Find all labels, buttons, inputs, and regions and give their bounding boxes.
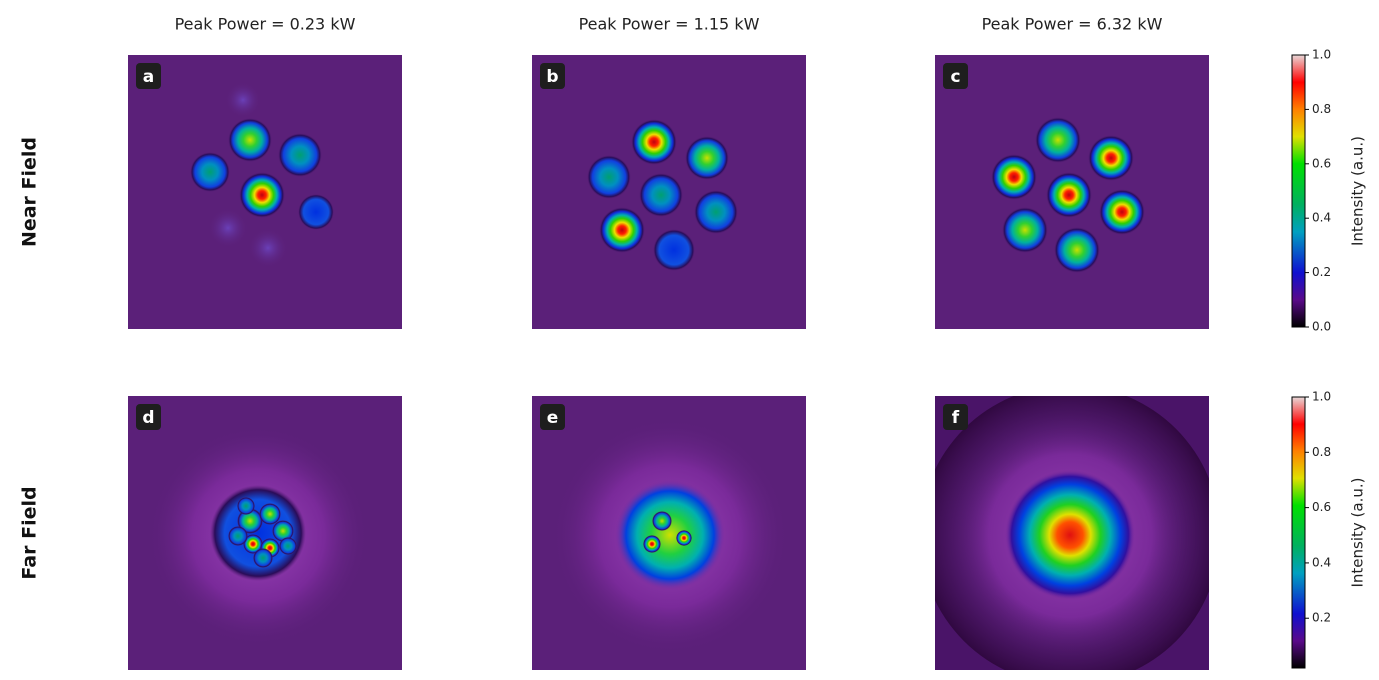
column-title: Peak Power = 1.15 kW [579, 15, 760, 34]
colorbar-tick-label: 0.6 [1312, 500, 1331, 514]
colorbar [1291, 396, 1306, 669]
beam-spot [1002, 207, 1048, 253]
row-label: Near Field [19, 137, 41, 247]
beam-spot [652, 511, 672, 531]
colorbar-label: Intensity (a.u.) [1349, 136, 1367, 246]
colorbar-tick-label: 0.2 [1312, 265, 1331, 279]
panel-letter: f [952, 408, 960, 428]
beam-spot [1054, 227, 1100, 273]
image-panel: e [532, 396, 806, 670]
image-panel: a [128, 55, 402, 329]
image-panel: b [532, 55, 806, 329]
beam-spot [259, 503, 281, 525]
image-panel: c [935, 55, 1209, 329]
beam-spot [208, 208, 248, 248]
image [128, 396, 402, 670]
beam-spot [272, 520, 294, 542]
beam-spot [298, 194, 334, 230]
panel-letter-box [943, 404, 968, 430]
image [935, 396, 1209, 670]
beam-spot [631, 119, 677, 165]
beam-spot [278, 133, 322, 177]
beam-spot [639, 173, 683, 217]
beam-spot [653, 229, 695, 271]
panel-letter: a [143, 67, 154, 87]
beam-spot [228, 118, 272, 162]
image-panel: d [128, 396, 402, 670]
beam-spot [1035, 117, 1081, 163]
panel-letter: b [546, 67, 558, 87]
colorbar-tick-label: 0.8 [1312, 102, 1331, 116]
colorbar-tick-label: 0.0 [1312, 320, 1331, 334]
panel-letter: d [142, 408, 154, 428]
beam-spot [243, 534, 263, 554]
panel-letter: e [547, 408, 559, 428]
colorbar-tick-label: 1.0 [1312, 390, 1331, 404]
colorbar-tick-label: 0.4 [1312, 211, 1331, 225]
column-title: Peak Power = 6.32 kW [982, 15, 1163, 34]
beam-spot [248, 228, 288, 268]
beam-spot [237, 497, 255, 515]
beam-spot [676, 530, 692, 546]
image [128, 55, 402, 329]
colorbar-tick-label: 0.6 [1312, 156, 1331, 170]
colorbar-label: Intensity (a.u.) [1349, 478, 1367, 588]
beam-spot [239, 172, 285, 218]
beam-spot [210, 485, 306, 581]
row-label: Far Field [19, 486, 41, 579]
panel-letter-box [943, 63, 968, 89]
panel-letter-box [136, 404, 161, 430]
beam-spot [228, 526, 248, 546]
beam-spot [694, 190, 738, 234]
beam-spot [279, 537, 297, 555]
beam-spot [1046, 172, 1092, 218]
panel-letter-box [136, 63, 161, 89]
column-title: Peak Power = 0.23 kW [175, 15, 356, 34]
beam-spot [1088, 135, 1134, 181]
panel-letter-box [540, 404, 565, 430]
beam-spot [225, 82, 261, 118]
colorbar-tick-label: 0.8 [1312, 445, 1331, 459]
panel-letter-box [540, 63, 565, 89]
image [532, 55, 806, 329]
colorbar-tick-label: 0.4 [1312, 555, 1331, 569]
beam-spot [1099, 189, 1145, 235]
beam-spot [253, 548, 273, 568]
beam-spot [615, 480, 725, 590]
colorbar [1291, 54, 1306, 328]
beam-spot [991, 154, 1037, 200]
beam-spot [935, 396, 1209, 670]
colorbar-tick-label: 1.0 [1312, 48, 1331, 62]
panel-letter: c [950, 67, 960, 87]
image [532, 396, 806, 670]
image [935, 55, 1209, 329]
beam-spot [685, 136, 729, 180]
beam-spot [190, 152, 230, 192]
beam-spot [643, 535, 661, 553]
beam-spot [587, 155, 631, 199]
beam-spot [599, 207, 645, 253]
image-panel: f [935, 396, 1209, 670]
colorbar-tick-label: 0.2 [1312, 611, 1331, 625]
